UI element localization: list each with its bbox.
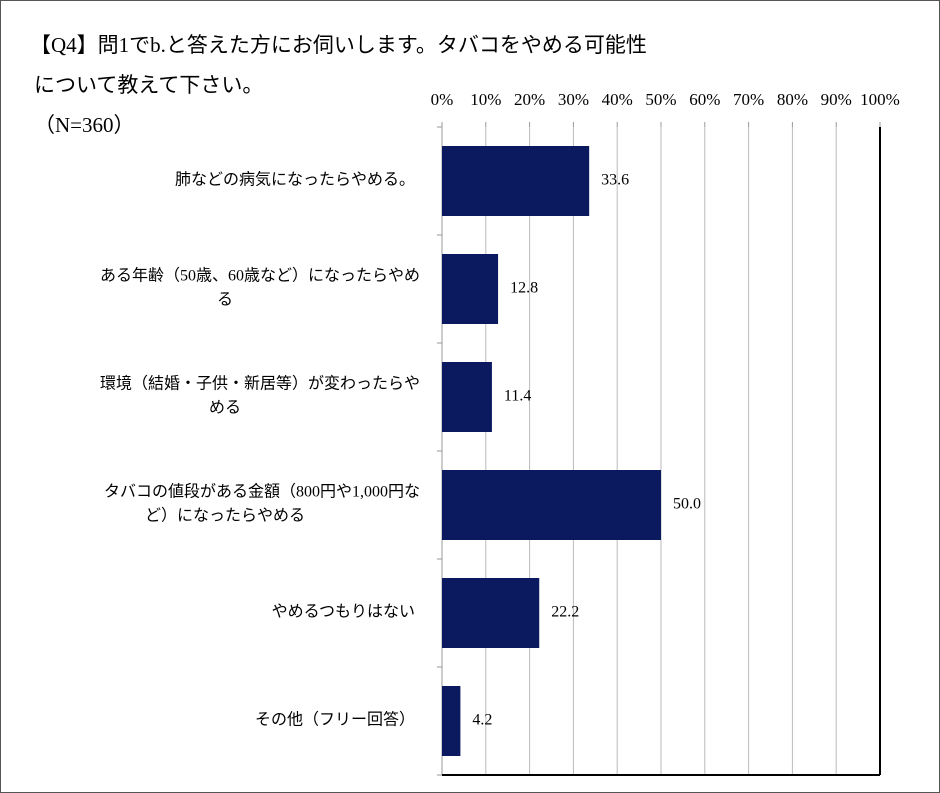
bar [442, 470, 661, 540]
x-tick-label: 80% [777, 90, 808, 109]
x-tick-label: 70% [733, 90, 764, 109]
data-label: 12.8 [510, 280, 538, 297]
bar [442, 578, 540, 648]
data-label: 11.4 [504, 388, 531, 405]
x-tick-label: 10% [470, 90, 501, 109]
y-tick-label: 肺などの病気になったらやめる。 [175, 171, 415, 189]
data-label: 50.0 [673, 496, 701, 513]
y-tick-label: タバコの値段がある金額（800円や1,000円な [104, 483, 420, 501]
x-tick-label: 40% [602, 90, 633, 109]
x-tick-label: 0% [431, 90, 454, 109]
y-tick-label: ど）になったらやめる [145, 507, 305, 525]
x-tick-label: 50% [645, 90, 676, 109]
chart-title: （N=360） [34, 113, 135, 137]
x-tick-label: 60% [689, 90, 720, 109]
chart-title: について教えて下さい。 [34, 73, 263, 97]
y-tick-label: 環境（結婚・子供・新居等）が変わったらや [100, 374, 420, 393]
y-tick-label: やめるつもりはない [272, 603, 415, 621]
data-label: 4.2 [472, 712, 492, 729]
bar [442, 254, 499, 324]
y-tick-label: ある年齢（50歳、60歳など）になったらやめ [100, 267, 420, 285]
x-tick-label: 30% [558, 90, 589, 109]
x-tick-label: 100% [860, 90, 900, 109]
data-label: 33.6 [601, 172, 629, 189]
bar [442, 146, 590, 216]
bar [442, 686, 461, 756]
data-label: 22.2 [551, 604, 579, 621]
x-tick-label: 20% [514, 90, 545, 109]
y-tick-label: その他（フリー回答） [255, 711, 415, 729]
bar [442, 362, 492, 432]
y-tick-label: る [217, 292, 233, 309]
x-tick-label: 90% [821, 90, 852, 109]
chart-title: 【Q4】問1でb.と答えた方にお伺いします。タバコをやめる可能性 [30, 33, 647, 57]
y-tick-label: める [209, 400, 241, 417]
